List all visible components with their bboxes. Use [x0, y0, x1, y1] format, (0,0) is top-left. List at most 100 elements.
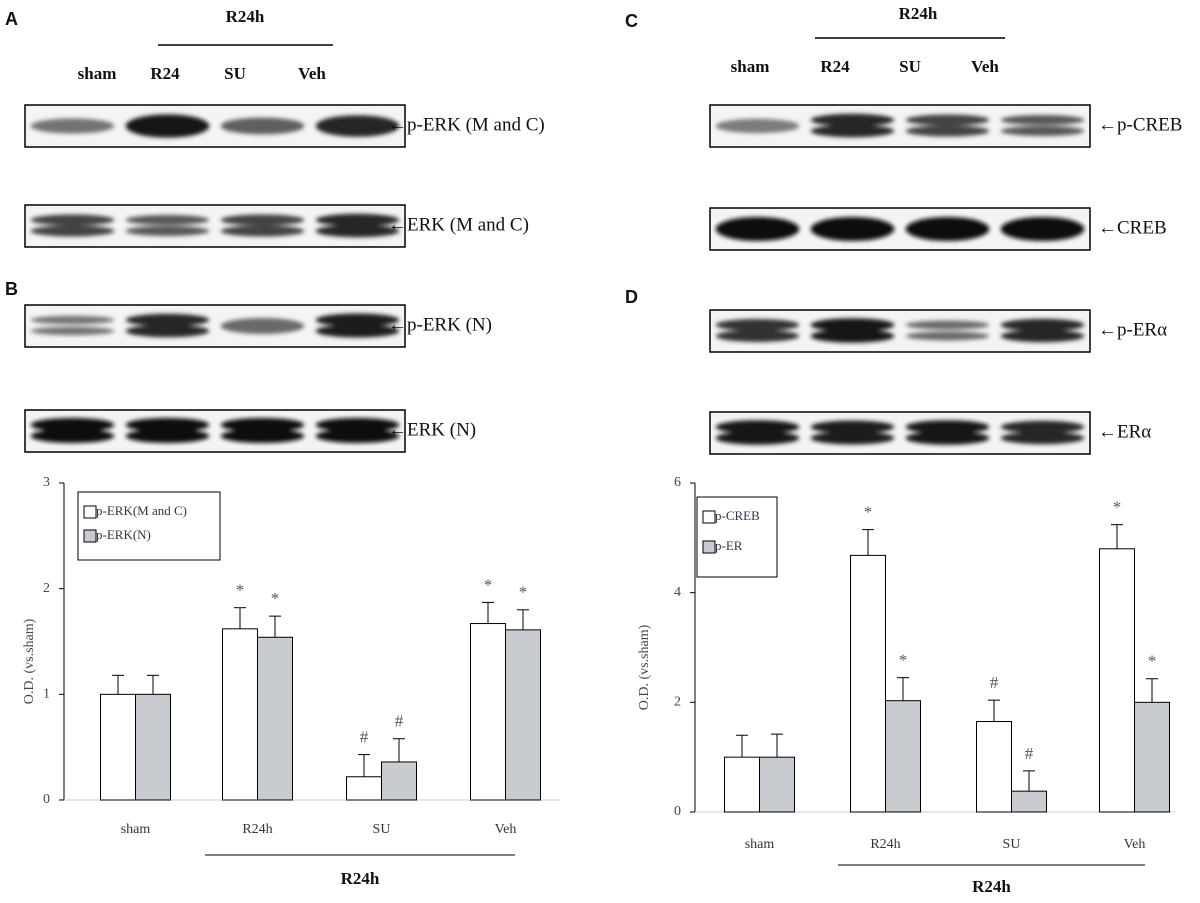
band: [125, 313, 210, 327]
blot-bands: [30, 418, 400, 443]
band: [220, 225, 305, 237]
bar: [1134, 701, 1170, 813]
annotation: *: [1148, 652, 1157, 671]
bar: [381, 761, 417, 801]
bar: [346, 776, 382, 801]
x-tick-label: Veh: [1124, 837, 1146, 852]
error-bar: [988, 699, 1000, 722]
annotation: *: [864, 503, 873, 522]
x-tick-label: SU: [1003, 837, 1021, 852]
error-bar: [112, 674, 124, 695]
band: [1000, 115, 1085, 125]
x-tick-label: sham: [745, 837, 775, 852]
band: [30, 315, 115, 325]
band: [220, 429, 305, 443]
bar: [885, 700, 921, 813]
blot-bands: [715, 113, 1085, 138]
legend-box: [77, 491, 221, 561]
annotation: #: [1025, 744, 1034, 763]
band: [715, 431, 800, 445]
x-tick-label: sham: [121, 822, 151, 837]
band: [715, 217, 800, 241]
band: [30, 214, 115, 226]
band: [125, 324, 210, 338]
legend-swatch: [83, 505, 97, 519]
bar: [759, 756, 795, 813]
group-label: R24h: [226, 7, 265, 26]
y-tick-label: 2: [674, 695, 681, 710]
group-label: R24h: [972, 877, 1011, 896]
group-label: R24h: [899, 4, 938, 23]
blot-bands: [715, 318, 1085, 343]
band: [1000, 329, 1085, 343]
annotation: #: [395, 712, 404, 731]
band: [810, 124, 895, 138]
band: [30, 429, 115, 443]
band: [1000, 217, 1085, 241]
band: [715, 319, 800, 331]
band: [905, 320, 990, 330]
legend-label: p-ERK(N): [96, 527, 151, 542]
lane-label: Veh: [298, 64, 326, 83]
error-bar: [234, 607, 246, 629]
lane-label: sham: [78, 64, 117, 83]
band: [125, 215, 210, 225]
blot-bands: [30, 213, 400, 238]
error-bar: [736, 734, 748, 758]
band: [1000, 318, 1085, 332]
band: [810, 113, 895, 127]
band: [905, 431, 990, 445]
blot-label: ←p-ERα: [1098, 319, 1167, 340]
blot-label: ←CREB: [1098, 217, 1167, 238]
blot-label: ←ERK (N): [388, 419, 476, 440]
band: [125, 226, 210, 236]
error-bar: [482, 601, 494, 624]
band: [220, 318, 305, 334]
annotation: #: [990, 673, 999, 692]
legend-label: p-ERK(M and C): [96, 503, 187, 518]
bar: [1011, 790, 1047, 813]
legend-label: p-CREB: [715, 508, 760, 523]
lane-label: sham: [731, 57, 770, 76]
group-label: R24h: [341, 869, 380, 888]
error-bar: [269, 615, 281, 638]
bar: [724, 756, 760, 813]
band: [1000, 431, 1085, 445]
band: [315, 429, 400, 443]
x-tick-label: R24h: [242, 822, 272, 837]
legend-swatch: [702, 540, 716, 554]
blot-label: ←p-CREB: [1098, 114, 1182, 135]
band: [1000, 126, 1085, 136]
band: [220, 117, 305, 135]
legend-swatch: [702, 510, 716, 524]
lane-label: SU: [224, 64, 246, 83]
blot-bands: [715, 420, 1085, 445]
lane-label: R24: [820, 57, 850, 76]
band: [220, 418, 305, 432]
blot-label: ←ERK (M and C): [388, 214, 529, 235]
band: [30, 118, 115, 134]
error-bar: [358, 754, 370, 777]
error-bar: [1146, 678, 1158, 703]
band: [905, 114, 990, 126]
annotation: *: [899, 651, 908, 670]
y-axis-label: O.D. (vs.sham): [22, 618, 37, 704]
annotation: *: [236, 581, 245, 600]
lane-label: Veh: [971, 57, 999, 76]
bar: [1099, 548, 1135, 813]
band: [315, 313, 400, 327]
band: [905, 331, 990, 341]
band: [315, 224, 400, 238]
error-bar: [1023, 770, 1035, 792]
band: [125, 418, 210, 432]
band: [810, 420, 895, 434]
error-bar: [771, 733, 783, 758]
band: [30, 418, 115, 432]
y-tick-label: 1: [43, 687, 50, 702]
y-axis-label: O.D. (vs.sham): [637, 624, 652, 710]
band: [315, 115, 400, 137]
legend-box: [696, 496, 778, 578]
x-tick-label: SU: [373, 822, 391, 837]
bar: [257, 636, 293, 801]
